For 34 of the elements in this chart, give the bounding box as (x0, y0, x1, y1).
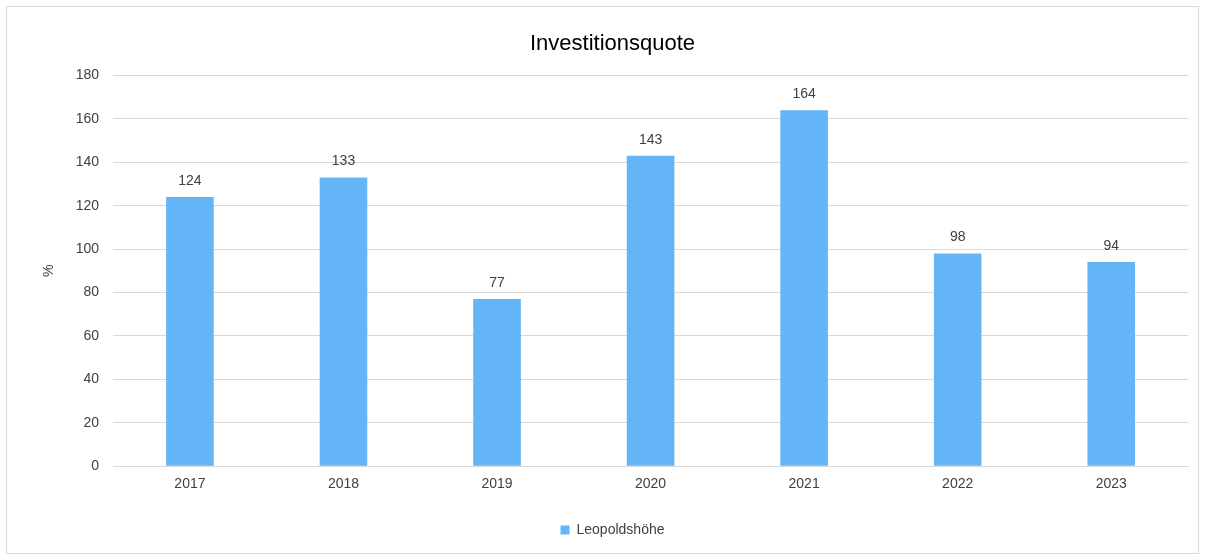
data-label: 77 (489, 273, 506, 290)
x-tick-label: 2022 (942, 475, 974, 492)
bar (319, 177, 368, 466)
x-tick-label: 2021 (788, 475, 820, 492)
x-tick-label: 2019 (481, 475, 513, 492)
data-label: 133 (331, 152, 356, 169)
y-tick-label: 140 (75, 153, 100, 170)
x-tick-label: 2023 (1095, 475, 1128, 492)
y-tick-label: 100 (75, 239, 100, 256)
data-label: 143 (638, 130, 663, 147)
legend-label: Leopoldshöhe (576, 520, 665, 537)
x-tick-label: 2020 (635, 475, 667, 492)
data-label: 94 (1103, 236, 1120, 253)
y-tick-label: 120 (75, 196, 100, 213)
bar (473, 299, 521, 466)
data-label: 98 (949, 228, 966, 245)
bar (626, 155, 675, 466)
y-tick-label: 0 (91, 457, 100, 474)
y-tick-label: 60 (83, 326, 100, 343)
x-tick-label: 2018 (327, 475, 360, 492)
y-tick-label: 80 (83, 283, 100, 300)
bar (166, 196, 214, 466)
bar (780, 110, 828, 466)
y-tick-label: 20 (83, 413, 100, 430)
data-label: 124 (178, 171, 202, 188)
y-axis-title: % (40, 264, 57, 278)
data-label: 164 (792, 85, 817, 101)
y-tick-label: 40 (83, 370, 100, 387)
y-tick-label: 180 (75, 66, 100, 83)
bar (933, 253, 982, 466)
x-tick-label: 2017 (174, 475, 206, 492)
bar (1087, 262, 1136, 466)
chart-title: Investitionsquote (529, 30, 696, 56)
y-tick-label: 160 (75, 109, 100, 126)
